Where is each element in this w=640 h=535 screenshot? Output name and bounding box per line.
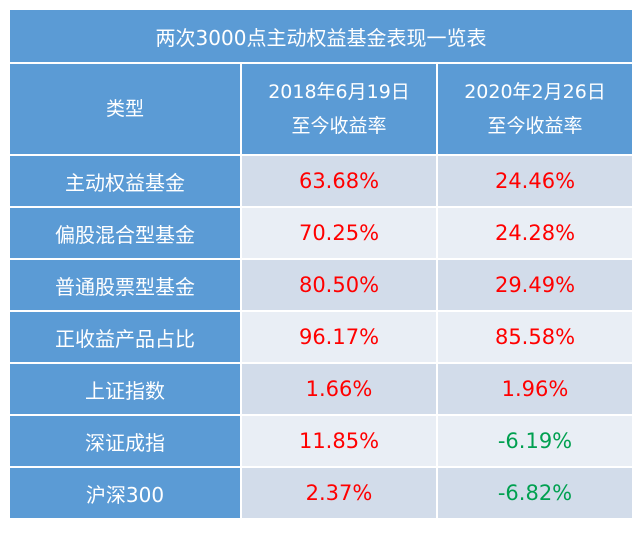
table-row: 普通股票型基金 80.50% 29.49% bbox=[8, 258, 634, 312]
row-label: 主动权益基金 bbox=[8, 154, 242, 208]
value-2020: 29.49% bbox=[436, 258, 634, 312]
row-label: 深证成指 bbox=[8, 414, 242, 468]
header-type: 类型 bbox=[8, 62, 242, 156]
value-2020: -6.19% bbox=[436, 414, 634, 468]
value-2018: 70.25% bbox=[240, 206, 438, 260]
table-row: 沪深300 2.37% -6.82% bbox=[8, 466, 634, 520]
row-label: 上证指数 bbox=[8, 362, 242, 416]
value-2020: 85.58% bbox=[436, 310, 634, 364]
header-2018-metric: 至今收益率 bbox=[291, 115, 387, 137]
value-2018: 2.37% bbox=[240, 466, 438, 520]
row-label: 沪深300 bbox=[8, 466, 242, 520]
row-label: 正收益产品占比 bbox=[8, 310, 242, 364]
returns-table: 两次3000点主动权益基金表现一览表 类型 2018年6月19日 至今收益率 2… bbox=[8, 8, 634, 520]
table-row: 上证指数 1.66% 1.96% bbox=[8, 362, 634, 416]
header-2020-date: 2020年2月26日 bbox=[464, 81, 606, 103]
value-2018: 80.50% bbox=[240, 258, 438, 312]
header-2018-date: 2018年6月19日 bbox=[268, 81, 410, 103]
row-label: 偏股混合型基金 bbox=[8, 206, 242, 260]
table-row: 主动权益基金 63.68% 24.46% bbox=[8, 154, 634, 208]
header-2018: 2018年6月19日 至今收益率 bbox=[240, 62, 438, 156]
header-2020: 2020年2月26日 至今收益率 bbox=[436, 62, 634, 156]
returns-table-container: 两次3000点主动权益基金表现一览表 类型 2018年6月19日 至今收益率 2… bbox=[8, 8, 634, 526]
table-row: 正收益产品占比 96.17% 85.58% bbox=[8, 310, 634, 364]
value-2018: 11.85% bbox=[240, 414, 438, 468]
value-2020: 24.28% bbox=[436, 206, 634, 260]
row-label: 普通股票型基金 bbox=[8, 258, 242, 312]
table-row: 深证成指 11.85% -6.19% bbox=[8, 414, 634, 468]
value-2018: 63.68% bbox=[240, 154, 438, 208]
value-2020: 24.46% bbox=[436, 154, 634, 208]
header-2020-metric: 至今收益率 bbox=[487, 115, 583, 137]
table-row: 偏股混合型基金 70.25% 24.28% bbox=[8, 206, 634, 260]
value-2018: 96.17% bbox=[240, 310, 438, 364]
table-title: 两次3000点主动权益基金表现一览表 bbox=[8, 8, 634, 64]
value-2018: 1.66% bbox=[240, 362, 438, 416]
value-2020: 1.96% bbox=[436, 362, 634, 416]
value-2020: -6.82% bbox=[436, 466, 634, 520]
